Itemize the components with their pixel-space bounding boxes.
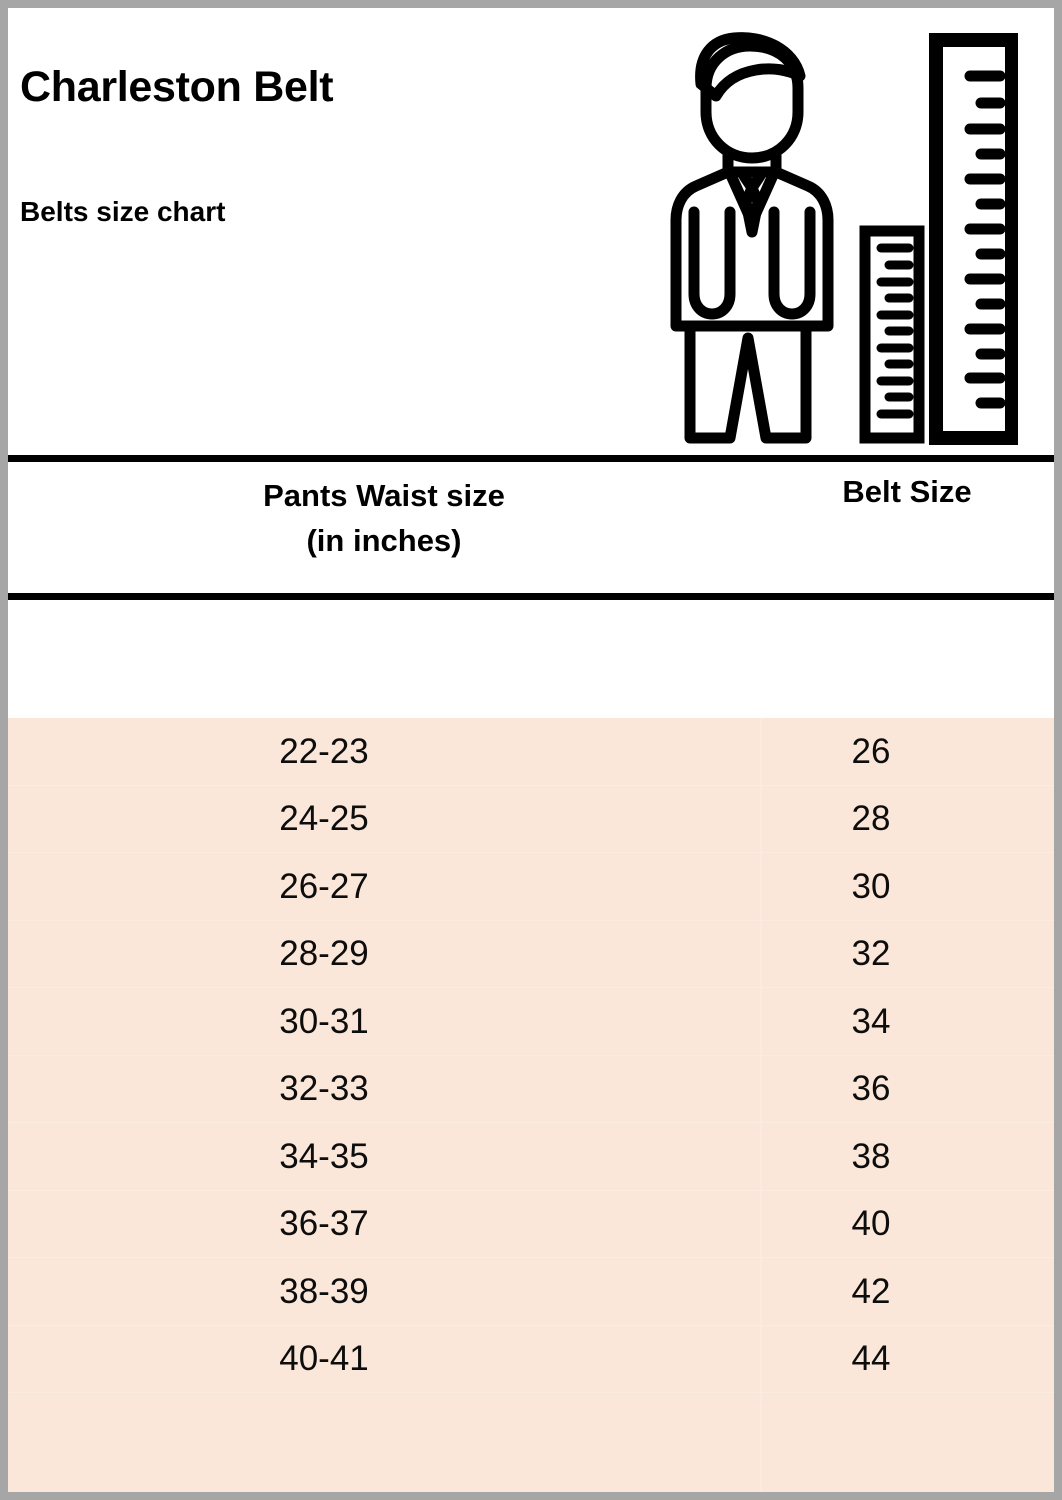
column-header-waist-line2: (in inches) [306, 522, 462, 558]
column-header-pants-waist-size: Pants Waist size (in inches) [8, 462, 760, 564]
table-row: 24-25 28 [8, 786, 1054, 854]
table-row: 36-37 40 [8, 1191, 1054, 1259]
cell-belt-size: 26 [851, 731, 891, 771]
table-body: 22-23 26 24-25 28 26-27 30 28-29 32 30-31 34 32-33… [8, 718, 1054, 1492]
table-row: 38-39 42 [8, 1258, 1054, 1326]
header-band: Charleston Belt Belts size chart [8, 8, 1054, 455]
cell-belt-size: 36 [851, 1069, 891, 1109]
column-header-waist-line1: Pants Waist size [263, 478, 505, 513]
table-row: 26-27 30 [8, 853, 1054, 921]
table-spacer-row [8, 600, 1054, 718]
cell-belt-size: 40 [851, 1204, 891, 1244]
page-subtitle: Belts size chart [20, 196, 226, 227]
table-rows-container: 22-23 26 24-25 28 26-27 30 28-29 32 30-31 34 32-33… [8, 718, 1054, 1393]
cell-belt-size: 34 [851, 1001, 891, 1041]
cell-pants-waist-size: 38-39 [279, 1271, 369, 1311]
cell-belt-size: 38 [851, 1136, 891, 1176]
man-with-rulers-illustration [668, 26, 1018, 451]
cell-pants-waist-size: 32-33 [279, 1069, 369, 1109]
standing-man-icon [670, 32, 834, 444]
table-row: 32-33 36 [8, 1056, 1054, 1124]
table-row: 34-35 38 [8, 1123, 1054, 1191]
cell-belt-size: 30 [851, 866, 891, 906]
cell-pants-waist-size: 40-41 [279, 1339, 369, 1379]
table-row: 22-23 26 [8, 718, 1054, 786]
table-row: 40-41 44 [8, 1326, 1054, 1394]
cell-pants-waist-size: 36-37 [279, 1204, 369, 1244]
table-row: 28-29 32 [8, 921, 1054, 989]
cell-pants-waist-size: 28-29 [279, 934, 369, 974]
table-header-row: Pants Waist size (in inches) Belt Size [8, 462, 1054, 593]
cell-belt-size: 28 [851, 799, 891, 839]
column-header-belt-size: Belt Size [842, 474, 972, 509]
column-divider [760, 718, 762, 1492]
page-title: Charleston Belt [20, 63, 334, 111]
page-sheet: Charleston Belt Belts size chart [8, 8, 1054, 1492]
cell-pants-waist-size: 24-25 [279, 799, 369, 839]
cell-pants-waist-size: 26-27 [279, 866, 369, 906]
cell-pants-waist-size: 34-35 [279, 1136, 369, 1176]
table-header-bottom-rule [8, 593, 1054, 600]
tall-ruler-icon [929, 33, 1018, 445]
short-ruler-icon [859, 225, 925, 444]
cell-pants-waist-size: 22-23 [279, 731, 369, 771]
table-top-rule [8, 455, 1054, 462]
table-row: 30-31 34 [8, 988, 1054, 1056]
cell-belt-size: 42 [851, 1271, 891, 1311]
title-block: Charleston Belt Belts size chart [20, 63, 620, 227]
cell-belt-size: 32 [851, 934, 891, 974]
cell-belt-size: 44 [851, 1339, 891, 1379]
cell-pants-waist-size: 30-31 [279, 1001, 369, 1041]
